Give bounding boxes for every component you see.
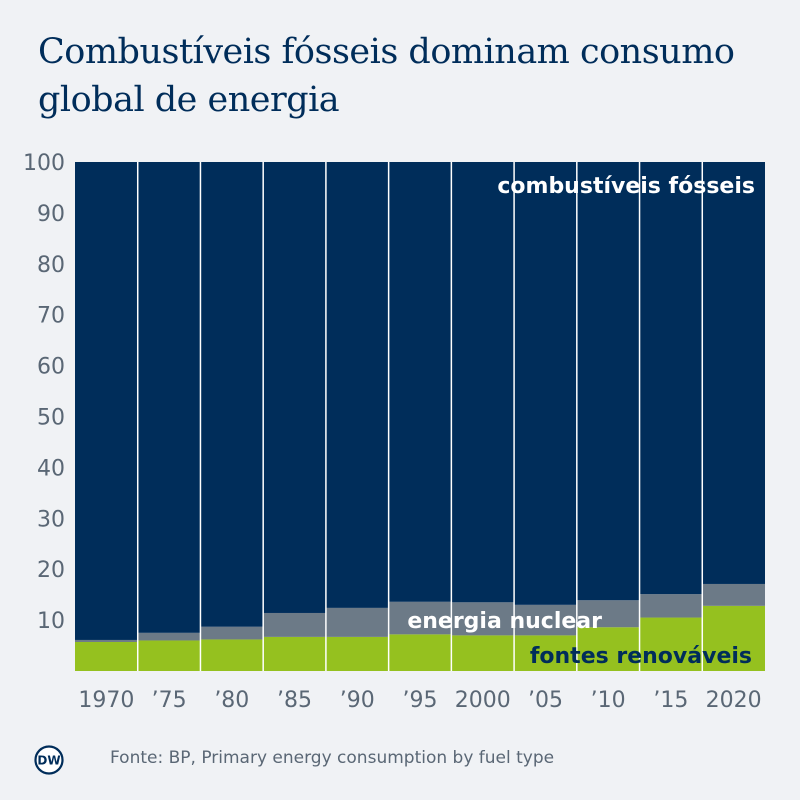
bar-fossil-5 [388, 162, 452, 602]
dw-logo: DW [34, 745, 64, 775]
bar-fossil-6 [451, 162, 515, 603]
bar-nuclear-9 [639, 594, 703, 618]
y-tick-label: 40 [37, 456, 65, 481]
label-renewables: fontes renováveis [530, 644, 752, 669]
bar-fossil-10 [702, 162, 765, 584]
bar-renewable-7 [514, 635, 577, 671]
bar-renewable-9 [639, 617, 703, 671]
bar-renewable-5 [388, 634, 452, 671]
bar-renewable-10 [702, 605, 765, 671]
bar-nuclear-0 [75, 639, 138, 642]
x-tick-label: ’15 [653, 688, 688, 713]
bar-nuclear-8 [576, 600, 640, 628]
x-tick-label: ’75 [152, 688, 187, 713]
bar-nuclear-3 [263, 612, 326, 637]
bar-nuclear-4 [325, 607, 389, 637]
bar-renewable-3 [263, 636, 326, 671]
bar-fossil-9 [639, 162, 703, 595]
x-tick-label: 1970 [78, 688, 134, 713]
y-tick-label: 100 [23, 151, 65, 176]
svg-text:DW: DW [37, 754, 60, 768]
bar-fossil-3 [263, 162, 326, 613]
bar-nuclear-1 [137, 632, 201, 641]
x-tick-label: ’80 [214, 688, 249, 713]
x-tick-label: 2000 [455, 688, 511, 713]
bar-renewable-8 [576, 627, 640, 671]
bar-fossil-1 [137, 162, 201, 633]
x-tick-label: ’95 [403, 688, 438, 713]
bar-renewable-0 [75, 641, 138, 671]
y-tick-label: 90 [37, 202, 65, 227]
y-tick-label: 60 [37, 355, 65, 380]
bar-renewable-4 [325, 636, 389, 671]
bar-fossil-4 [325, 162, 389, 608]
y-tick-label: 10 [37, 609, 65, 634]
bar-renewable-2 [200, 639, 264, 671]
x-tick-label: 2020 [706, 688, 762, 713]
bar-nuclear-6 [451, 602, 515, 636]
chart-title: Combustíveis fósseis dominam consumo glo… [38, 32, 735, 120]
source-note: Fonte: BP, Primary energy consumption by… [110, 748, 555, 768]
bar-nuclear-5 [388, 601, 452, 635]
y-tick-label: 30 [37, 507, 65, 532]
y-tick-label: 80 [37, 253, 65, 278]
label-fossil-fuels: combustíveis fósseis [497, 174, 755, 199]
x-tick-label: ’05 [528, 688, 563, 713]
x-tick-label: ’85 [277, 688, 312, 713]
bar-renewable-6 [451, 635, 515, 671]
bar-nuclear-10 [702, 583, 765, 606]
bar-fossil-0 [75, 162, 138, 640]
y-tick-label: 70 [37, 304, 65, 329]
y-tick-label: 20 [37, 558, 65, 583]
y-tick-label: 50 [37, 406, 65, 431]
bar-fossil-7 [514, 162, 577, 605]
bar-fossil-8 [576, 162, 640, 601]
label-nuclear-energy: energia nuclear [407, 609, 602, 634]
bar-renewable-1 [137, 640, 201, 671]
x-tick-label: ’10 [591, 688, 626, 713]
bar-nuclear-2 [200, 626, 264, 640]
x-tick-label: ’90 [340, 688, 375, 713]
stacked-bar-chart: 10 20 30 40 50 60 70 80 90 100 1970 ’75 ’80 ’85 ’90 ’95… [23, 151, 765, 713]
bar-nuclear-7 [514, 604, 577, 636]
bar-fossil-2 [200, 162, 264, 627]
